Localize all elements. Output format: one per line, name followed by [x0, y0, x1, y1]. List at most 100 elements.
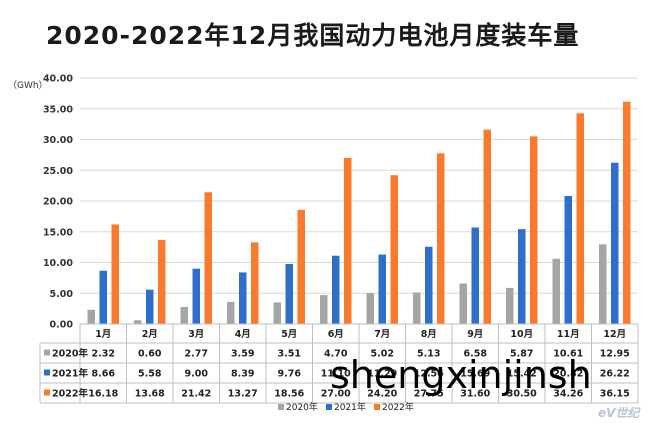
x-category-label: 9月 — [467, 329, 483, 340]
legend-swatch — [278, 404, 284, 410]
bar-2020年-4月 — [227, 301, 235, 324]
table-cell-value: 9.00 — [185, 369, 209, 380]
x-category-label: 12月 — [603, 329, 626, 340]
bar-2020年-1月 — [87, 309, 95, 324]
legend-swatch — [374, 404, 380, 410]
table-cell-value: 21.42 — [181, 389, 211, 400]
table-cell-value: 13.27 — [228, 389, 258, 400]
table-cell-value: 8.39 — [231, 369, 254, 380]
table-series-swatch — [44, 349, 50, 356]
x-category-label: 8月 — [421, 329, 437, 340]
table-cell-value: 13.68 — [135, 389, 165, 400]
bar-2021年-3月 — [192, 268, 200, 324]
table-cell-value: 12.56 — [414, 369, 444, 380]
table-cell-value: 16.18 — [88, 389, 118, 400]
x-category-label: 4月 — [235, 329, 251, 340]
bar-2021年-9月 — [471, 227, 479, 324]
bar-2022年-11月 — [576, 113, 584, 325]
bar-2020年-5月 — [273, 302, 281, 324]
table-cell-value: 6.58 — [464, 349, 488, 360]
table-cell-value: 26.22 — [600, 369, 630, 380]
chart-title: 2020-2022年12月我国动力电池月度装车量 — [46, 21, 580, 50]
table-cell-value: 2.32 — [92, 349, 115, 360]
x-category-label: 6月 — [328, 329, 344, 340]
table-cell-value: 5.58 — [138, 369, 162, 380]
table-cell-value: 2.77 — [185, 349, 208, 360]
table-cell-value: 0.60 — [138, 349, 162, 360]
y-tick-label: 25.00 — [43, 166, 73, 177]
brand-logo: eV世纪 — [598, 406, 640, 420]
table-series-name: 2020年 — [52, 348, 88, 360]
y-tick-label: 35.00 — [43, 104, 73, 115]
bar-2020年-11月 — [552, 258, 560, 324]
bar-2020年-2月 — [134, 320, 142, 324]
bar-2022年-8月 — [437, 153, 445, 324]
table-cell-value: 31.60 — [460, 389, 490, 400]
bars — [87, 101, 631, 325]
x-category-label: 10月 — [510, 329, 533, 340]
bar-2020年-10月 — [506, 287, 514, 324]
x-category-label: 1月 — [95, 329, 111, 340]
y-tick-label: 0.00 — [50, 320, 74, 331]
bar-2020年-7月 — [366, 293, 374, 324]
bar-2022年-2月 — [158, 239, 166, 324]
table-cell-value: 27.75 — [414, 389, 444, 400]
y-axis: （GWh） 0.00 5.00 10.00 15.00 20.00 25.00 30.00 35… — [8, 74, 73, 331]
legend-label: 2020年 — [286, 401, 318, 413]
bar-2022年-3月 — [204, 192, 212, 324]
bar-2021年-1月 — [99, 270, 107, 324]
legend-label: 2022年 — [382, 401, 414, 413]
table-series-swatch — [44, 389, 50, 396]
y-axis-unit: （GWh） — [8, 80, 48, 91]
bar-2020年-8月 — [413, 292, 421, 324]
table-cell-value: 15.69 — [460, 369, 490, 380]
bar-2022年-7月 — [390, 175, 398, 324]
table-series-name: 2021年 — [52, 368, 88, 380]
bar-2022年-6月 — [344, 157, 352, 324]
bar-2022年-4月 — [251, 242, 259, 324]
table-cell-value: 10.61 — [553, 349, 583, 360]
table-cell-value: 11.10 — [321, 369, 351, 380]
bar-2021年-11月 — [564, 195, 572, 324]
bar-2021年-10月 — [518, 229, 526, 324]
bar-2022年-9月 — [483, 129, 491, 324]
x-category-label: 3月 — [188, 329, 204, 340]
bar-2021年-7月 — [378, 254, 386, 324]
y-tick-label: 15.00 — [43, 227, 73, 238]
table-cell-value: 30.50 — [507, 389, 537, 400]
table-cell-value: 11.29 — [367, 369, 397, 380]
bar-2021年-2月 — [146, 289, 154, 324]
y-tick-label: 20.00 — [43, 197, 73, 208]
table-series-swatch — [44, 369, 50, 376]
table-cell-value: 24.20 — [367, 389, 397, 400]
bar-2020年-3月 — [180, 306, 188, 324]
table-cell-value: 27.00 — [321, 389, 351, 400]
bar-2020年-12月 — [599, 244, 607, 324]
bar-2022年-10月 — [530, 136, 538, 324]
x-category-label: 2月 — [142, 329, 158, 340]
table-cell-value: 8.66 — [92, 369, 116, 380]
y-tick-label: 40.00 — [43, 74, 73, 85]
table-cell-value: 12.95 — [600, 349, 630, 360]
bar-2020年-6月 — [320, 295, 328, 324]
bar-2022年-1月 — [111, 224, 119, 324]
y-tick-label: 5.00 — [50, 289, 74, 300]
y-tick-label: 30.00 — [43, 135, 73, 146]
table-series-name: 2022年 — [52, 388, 88, 400]
data-table: 1月 2月 3月 4月 5月 6月 7月 8月 9月 10月 11月 12月 2020年 2.32 0.60… — [39, 323, 639, 404]
table-cell-value: 3.51 — [278, 349, 301, 360]
table-cell-value: 15.42 — [507, 369, 537, 380]
table-cell-value: 5.87 — [510, 349, 533, 360]
table-cell-value: 34.26 — [553, 389, 583, 400]
y-tick-label: 10.00 — [43, 258, 73, 269]
table-cell-value: 18.56 — [274, 389, 304, 400]
x-category-label: 5月 — [281, 329, 297, 340]
bar-2020年-9月 — [459, 283, 467, 324]
bar-2021年-12月 — [611, 162, 619, 324]
legend-swatch — [326, 404, 332, 410]
bar-2022年-12月 — [623, 101, 631, 325]
legend-label: 2021年 — [334, 401, 366, 413]
watermark-text: shengxinjinsh — [330, 353, 592, 397]
x-category-label: 11月 — [557, 329, 580, 340]
